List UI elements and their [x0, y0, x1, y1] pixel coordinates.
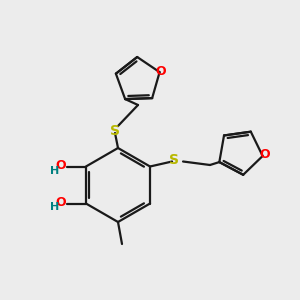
Text: O: O: [55, 159, 66, 172]
Text: S: S: [110, 124, 120, 138]
Text: S: S: [169, 154, 179, 167]
Text: H: H: [50, 166, 60, 176]
Text: O: O: [259, 148, 270, 161]
Text: O: O: [155, 64, 166, 78]
Text: O: O: [55, 196, 66, 209]
Text: H: H: [50, 202, 60, 212]
